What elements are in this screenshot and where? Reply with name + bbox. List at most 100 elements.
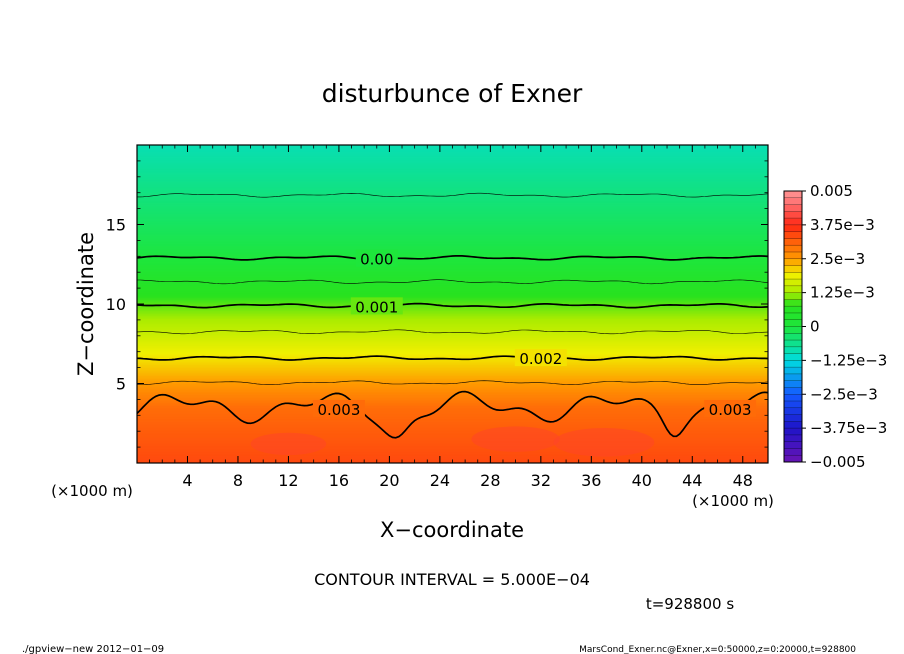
- x-tick-label: 36: [581, 471, 601, 490]
- field-band: [137, 296, 768, 299]
- field-band: [137, 426, 768, 429]
- x-tick-label: 28: [480, 471, 500, 490]
- colorbar-segment: [784, 245, 802, 253]
- field-band: [137, 304, 768, 307]
- field-band: [137, 456, 768, 459]
- field-band: [137, 458, 768, 461]
- field-band: [137, 227, 768, 230]
- field-band: [137, 332, 768, 335]
- field-band: [137, 416, 768, 420]
- field-band: [137, 383, 768, 386]
- colorbar-segment: [784, 238, 802, 246]
- colorbar-segment: [784, 373, 802, 382]
- field-band: [137, 404, 768, 407]
- colorbar-segment: [784, 231, 802, 239]
- field-band: [137, 377, 768, 380]
- field-band: [137, 400, 768, 404]
- x-tick-label: 16: [329, 471, 349, 490]
- colorbar-segment: [784, 191, 802, 199]
- field-band: [137, 160, 768, 164]
- field-band: [137, 402, 768, 405]
- field-band: [137, 183, 768, 186]
- field-band: [137, 338, 768, 342]
- field-band: [137, 405, 768, 408]
- field-band: [137, 259, 768, 262]
- colorbar-segment: [784, 299, 802, 307]
- colorbar-label: −3.75e−3: [810, 419, 887, 437]
- field-band: [137, 335, 768, 338]
- contour-label: 0.001: [355, 298, 398, 316]
- field-band: [137, 207, 768, 210]
- field-band: [137, 375, 768, 378]
- field-band: [137, 372, 768, 375]
- field-band: [137, 413, 768, 416]
- colorbar-segment: [784, 441, 802, 449]
- colorbar-segment: [784, 218, 802, 226]
- field-band: [137, 373, 768, 377]
- field-band: [137, 297, 768, 300]
- field-band: [137, 364, 768, 367]
- field-band: [137, 276, 768, 280]
- chart-title: disturbunce of Exner: [322, 79, 583, 108]
- contour-label-bg: [355, 249, 398, 267]
- field-band: [137, 418, 768, 421]
- field-band: [137, 434, 768, 437]
- x-unit-left: (×1000 m): [51, 482, 133, 500]
- field-band: [137, 253, 768, 256]
- field-band: [137, 203, 768, 207]
- field-band: [137, 175, 768, 178]
- field-band: [137, 149, 768, 152]
- field-band: [137, 248, 768, 251]
- field-band: [137, 157, 768, 160]
- field-band: [137, 179, 768, 183]
- field-band: [137, 224, 768, 227]
- field-band: [137, 353, 768, 356]
- colorbar-segment: [784, 401, 802, 409]
- colorbar-segment: [784, 197, 802, 205]
- field-band: [137, 428, 768, 431]
- field-band: [137, 424, 768, 428]
- field-band: [137, 240, 768, 243]
- colorbar-label: 0: [810, 318, 820, 336]
- field-band: [137, 445, 768, 448]
- field-band: [137, 262, 768, 265]
- field-band: [137, 210, 768, 213]
- field-band: [137, 280, 768, 283]
- field-band: [137, 238, 768, 241]
- field-band: [137, 289, 768, 292]
- x-axis-label: X−coordinate: [380, 518, 524, 542]
- contour-labels: 0.00 0.001 0.002 0.003 0.003: [312, 249, 757, 419]
- colorbar-segment: [784, 272, 802, 280]
- contour-line: [137, 329, 768, 335]
- y-tick-label: 10: [106, 295, 126, 314]
- x-unit-right: (×1000 m): [692, 492, 774, 510]
- field-band: [137, 455, 768, 458]
- field-band: [137, 229, 768, 232]
- field-band: [137, 288, 768, 291]
- field-band: [137, 448, 768, 451]
- field-band: [137, 334, 768, 337]
- field-band: [137, 420, 768, 423]
- field-band: [137, 380, 768, 383]
- contour-label-bg: [312, 399, 365, 417]
- field-band: [137, 286, 768, 289]
- field-band: [137, 337, 768, 340]
- colorbar-segment: [784, 346, 802, 354]
- contour-label: 0.00: [360, 251, 393, 269]
- field-band: [137, 399, 768, 402]
- field-band: [137, 389, 768, 393]
- field-band: [137, 173, 768, 176]
- field-band: [137, 272, 768, 275]
- colorbar-segment: [784, 380, 802, 388]
- field-band: [137, 356, 768, 359]
- x-tick-label: 20: [379, 471, 399, 490]
- colorbar-segment: [784, 414, 802, 422]
- field-band: [137, 316, 768, 319]
- x-tick-label: 44: [682, 471, 702, 490]
- field-band: [137, 261, 768, 264]
- field-band: [137, 156, 768, 159]
- colorbar-segment: [784, 353, 802, 361]
- field-band: [137, 408, 768, 412]
- field-band: [137, 168, 768, 172]
- field-band: [137, 159, 768, 162]
